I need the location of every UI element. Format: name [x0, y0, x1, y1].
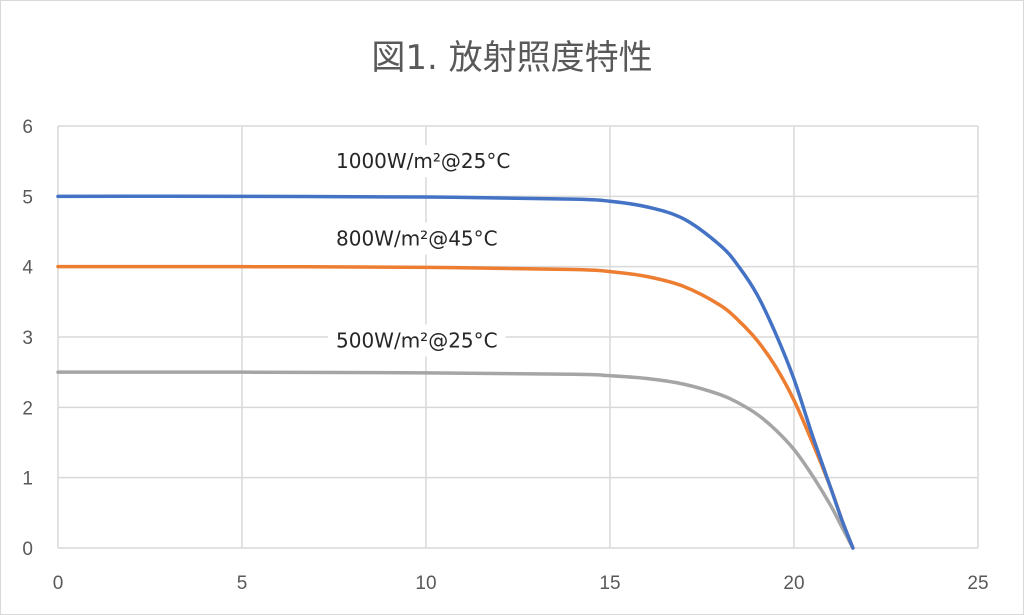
annotation-label: 500W/m²@25°C: [336, 329, 498, 353]
y-tick-label: 3: [22, 328, 33, 349]
x-tick-label: 0: [53, 573, 64, 594]
x-tick-label: 5: [237, 573, 248, 594]
annotation-background: [328, 222, 506, 255]
annotation: 800W/m²@45°C: [328, 222, 506, 255]
series-line: [56, 264, 855, 550]
y-tick-label: 1: [22, 469, 33, 490]
grid-layer: [57, 125, 979, 549]
x-tick-label: 15: [599, 573, 620, 594]
tick-layer: 0 1 2 3 4 5 6 0 5 10 15 20 25: [22, 117, 988, 594]
y-tick-label: 4: [22, 258, 33, 279]
annotation-layer: 1000W/m²@25°C 800W/m²@45°C 500W/m²@25°C: [328, 145, 519, 357]
series-line: [56, 370, 855, 550]
chart-title: 図1. 放射照度特性: [371, 38, 652, 78]
y-tick-label: 5: [22, 187, 33, 208]
annotation-label: 1000W/m²@25°C: [336, 149, 510, 173]
annotation: 1000W/m²@25°C: [328, 145, 519, 178]
y-tick-label: 2: [22, 398, 33, 419]
series-layer: [56, 194, 855, 550]
annotation-background: [328, 145, 519, 178]
x-tick-label: 20: [783, 573, 804, 594]
annotation-label: 800W/m²@45°C: [336, 227, 498, 251]
series-line: [56, 194, 855, 550]
annotation-background: [328, 324, 506, 357]
y-tick-label: 0: [22, 539, 33, 560]
x-tick-label: 10: [415, 573, 436, 594]
annotation: 500W/m²@25°C: [328, 324, 506, 357]
x-tick-label: 25: [967, 573, 988, 594]
y-tick-label: 6: [22, 117, 33, 138]
